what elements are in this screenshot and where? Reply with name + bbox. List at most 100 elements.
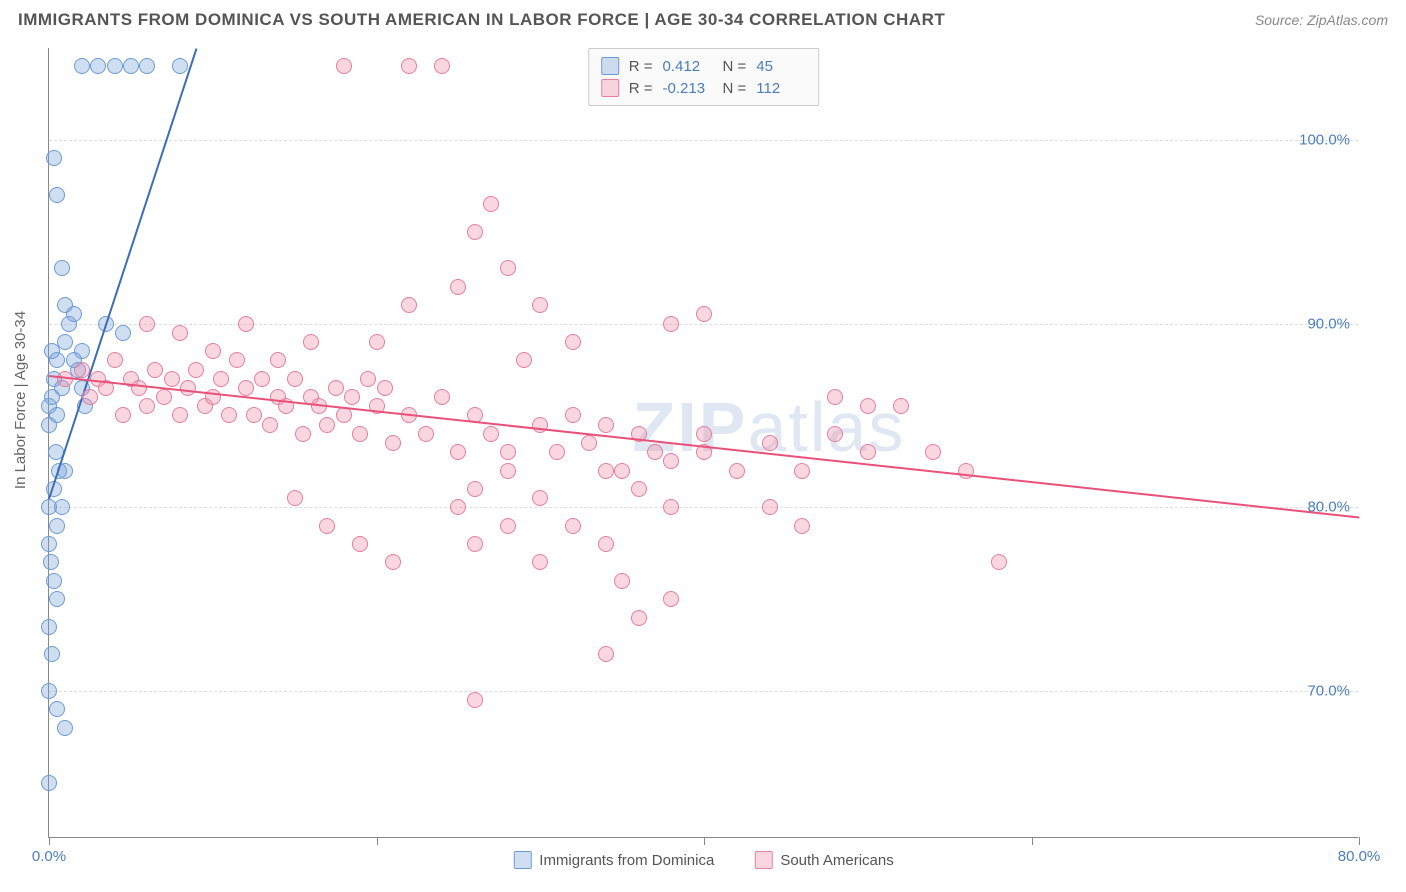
scatter-point [246, 407, 262, 423]
trend-line [48, 49, 197, 500]
scatter-point [696, 426, 712, 442]
scatter-point [401, 297, 417, 313]
scatter-point [532, 490, 548, 506]
scatter-point [500, 444, 516, 460]
scatter-point [614, 463, 630, 479]
scatter-point [131, 380, 147, 396]
scatter-point [598, 463, 614, 479]
scatter-point [156, 389, 172, 405]
correlation-legend: R =0.412N =45R =-0.213N =112 [588, 48, 820, 106]
scatter-point [46, 150, 62, 166]
scatter-point [565, 518, 581, 534]
scatter-point [139, 398, 155, 414]
legend-r-label: R = [629, 80, 653, 97]
legend-row: R =0.412N =45 [601, 55, 807, 77]
x-tick [1032, 837, 1033, 845]
legend-swatch [601, 79, 619, 97]
scatter-point [115, 325, 131, 341]
scatter-point [450, 499, 466, 515]
x-tick [1359, 837, 1360, 845]
scatter-point [90, 58, 106, 74]
scatter-point [229, 352, 245, 368]
scatter-point [49, 407, 65, 423]
scatter-point [336, 58, 352, 74]
scatter-point [238, 316, 254, 332]
x-tick [377, 837, 378, 845]
scatter-point [631, 610, 647, 626]
source-label: Source: ZipAtlas.com [1255, 12, 1388, 28]
scatter-point [401, 58, 417, 74]
y-tick-label: 90.0% [1307, 315, 1350, 332]
scatter-point [43, 554, 59, 570]
scatter-point [377, 380, 393, 396]
scatter-point [516, 352, 532, 368]
scatter-point [385, 554, 401, 570]
scatter-point [41, 775, 57, 791]
gridline [49, 691, 1358, 692]
scatter-point [663, 499, 679, 515]
scatter-point [123, 58, 139, 74]
scatter-point [107, 58, 123, 74]
scatter-point [483, 426, 499, 442]
y-tick-label: 70.0% [1307, 683, 1350, 700]
scatter-point [41, 536, 57, 552]
series-legend: Immigrants from Dominica South Americans [513, 851, 893, 869]
scatter-point [893, 398, 909, 414]
gridline [49, 140, 1358, 141]
scatter-point [41, 683, 57, 699]
scatter-point [631, 481, 647, 497]
legend-label: Immigrants from Dominica [539, 852, 714, 869]
legend-item: Immigrants from Dominica [513, 851, 714, 869]
scatter-point [74, 362, 90, 378]
scatter-point [827, 389, 843, 405]
scatter-point [467, 692, 483, 708]
scatter-point [147, 362, 163, 378]
scatter-point [549, 444, 565, 460]
scatter-point [598, 417, 614, 433]
legend-n-value: 112 [756, 80, 806, 97]
scatter-point [49, 518, 65, 534]
scatter-point [344, 389, 360, 405]
scatter-point [565, 334, 581, 350]
scatter-point [663, 453, 679, 469]
scatter-point [827, 426, 843, 442]
scatter-point [319, 518, 335, 534]
scatter-point [262, 417, 278, 433]
scatter-point [352, 426, 368, 442]
scatter-point [483, 196, 499, 212]
legend-swatch [754, 851, 772, 869]
scatter-point [860, 398, 876, 414]
scatter-point [139, 58, 155, 74]
scatter-point [287, 490, 303, 506]
scatter-point [467, 224, 483, 240]
scatter-point [467, 536, 483, 552]
scatter-chart: ZIPatlas R =0.412N =45R =-0.213N =112 Im… [48, 48, 1358, 838]
scatter-point [44, 646, 60, 662]
y-axis-label: In Labor Force | Age 30-34 [12, 311, 29, 489]
scatter-point [238, 380, 254, 396]
scatter-point [925, 444, 941, 460]
scatter-point [729, 463, 745, 479]
scatter-point [57, 334, 73, 350]
scatter-point [205, 343, 221, 359]
scatter-point [598, 536, 614, 552]
scatter-point [467, 481, 483, 497]
legend-r-value: -0.213 [663, 80, 713, 97]
scatter-point [614, 573, 630, 589]
scatter-point [450, 279, 466, 295]
scatter-point [221, 407, 237, 423]
legend-swatch [601, 57, 619, 75]
scatter-point [352, 536, 368, 552]
legend-swatch [513, 851, 531, 869]
scatter-point [647, 444, 663, 460]
scatter-point [49, 701, 65, 717]
scatter-point [46, 573, 62, 589]
scatter-point [860, 444, 876, 460]
x-tick-label: 0.0% [32, 848, 66, 865]
scatter-point [565, 407, 581, 423]
legend-n-value: 45 [756, 58, 806, 75]
scatter-point [172, 407, 188, 423]
scatter-point [172, 325, 188, 341]
legend-label: South Americans [780, 852, 893, 869]
scatter-point [66, 306, 82, 322]
